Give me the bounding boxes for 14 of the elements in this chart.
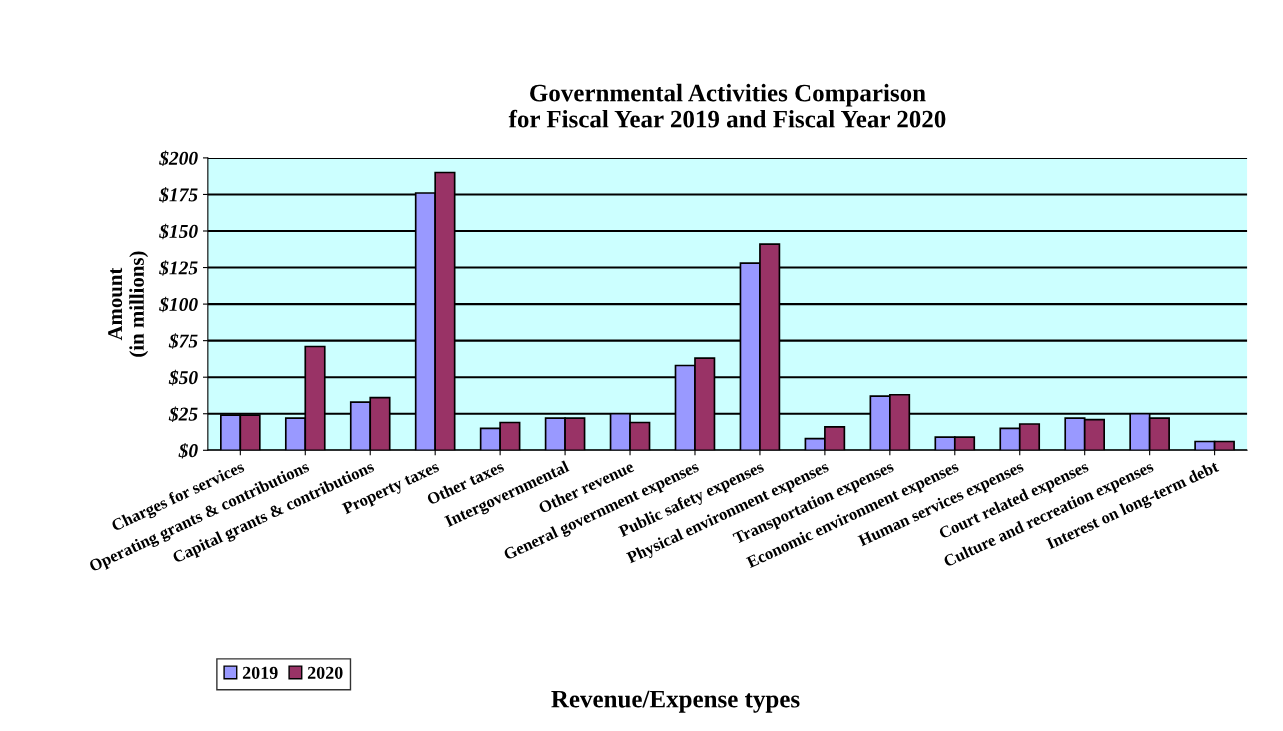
y-axis-title: Amount (in millions) (108, 251, 149, 357)
y-tick-label: $0 (178, 442, 198, 459)
x-axis-title: Revenue/Expense types (551, 690, 800, 713)
y-tick-label: $175 (159, 187, 198, 203)
legend-label: 2020 (307, 666, 343, 679)
legend-label: 2019 (242, 666, 278, 679)
y-tick-label: $125 (159, 260, 198, 276)
y-tick-label: $25 (168, 406, 198, 422)
y-tick-label: $75 (168, 333, 198, 349)
y-tick-label: $50 (168, 369, 198, 386)
chart-title: Governmental Activities Comparison for Fiscal Year 2019 and Fiscal Year 2020 (508, 83, 946, 128)
y-tick-label: $200 (159, 150, 198, 167)
y-tick-label: $100 (159, 296, 198, 313)
y-tick-label: $150 (159, 223, 198, 240)
